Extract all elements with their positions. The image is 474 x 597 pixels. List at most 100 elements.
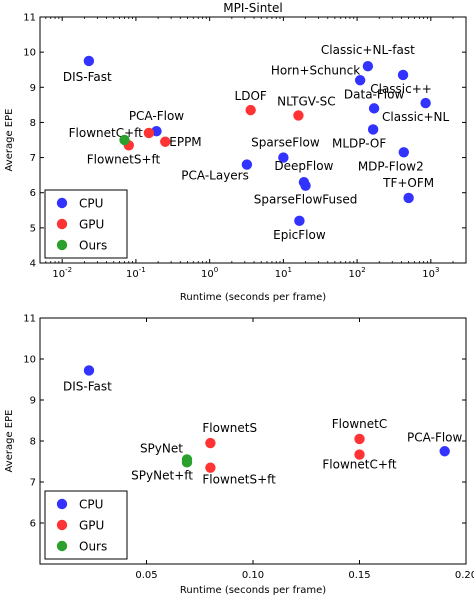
y-axis-label: Average EPE: [4, 109, 15, 172]
y-tick-label: 4: [30, 259, 36, 270]
x-tick-label: 0.10: [242, 570, 264, 581]
y-tick-label: 8: [30, 437, 36, 448]
point-label: SparseFlowFused: [254, 193, 358, 207]
x-tick-base: 10: [52, 269, 65, 280]
x-tick-base: 0.15: [348, 570, 370, 581]
data-point: [293, 110, 304, 121]
x-tick-exponent: 2: [361, 266, 365, 274]
point-label: Classic+NL: [382, 110, 450, 124]
point-label: DIS-Fast: [63, 379, 112, 393]
x-tick-label: 0.05: [135, 570, 157, 581]
y-tick-label: 10: [23, 355, 36, 366]
x-tick-base: 0.20: [455, 570, 474, 581]
data-point: [294, 215, 305, 227]
y-tick-label: 6: [30, 519, 36, 530]
legend-label: Ours: [79, 540, 107, 554]
y-tick-label: 8: [30, 118, 36, 129]
x-tick-exponent: 0: [214, 266, 218, 274]
data-point: [241, 159, 253, 170]
x-tick-exponent: 1: [288, 266, 292, 274]
point-label: PCA-Flow: [407, 430, 462, 444]
y-tick-label: 7: [30, 478, 36, 489]
data-point: [83, 55, 95, 67]
legend-marker: [56, 540, 68, 552]
point-label: Horn+Schunck: [271, 63, 360, 77]
x-tick-exponent: -1: [139, 266, 146, 274]
data-point: [83, 365, 95, 376]
data-point: [368, 103, 380, 114]
data-point: [245, 104, 256, 116]
point-label: Classic+NL-fast: [321, 43, 415, 57]
point-label: FlownetC: [332, 417, 387, 431]
point-label: FlownetS+ft: [87, 152, 161, 166]
data-point: [398, 147, 410, 158]
data-point: [354, 449, 365, 460]
point-label: FlownetC+ft: [322, 458, 397, 472]
legend-marker: [56, 498, 68, 510]
data-point: [205, 437, 216, 449]
data-point: [362, 60, 374, 72]
chart-title: MPI-Sintel: [223, 1, 282, 15]
x-tick-label: 0.15: [348, 570, 370, 581]
data-point: [300, 180, 311, 191]
point-label: FlownetC+ft: [69, 126, 144, 140]
point-label: FlownetS+ft: [202, 473, 276, 487]
data-point: [205, 462, 216, 473]
legend: CPU GPU Ours: [44, 490, 128, 560]
data-point: [354, 75, 366, 86]
legend-marker: [56, 239, 68, 251]
y-tick-label: 7: [30, 153, 36, 164]
x-tick-base: 10: [348, 269, 361, 280]
data-point: [143, 127, 155, 139]
point-label: MDP-Flow2: [358, 159, 424, 173]
point-label: SPyNet: [140, 441, 183, 455]
data-point: [278, 152, 289, 163]
x-tick-base: 0.05: [135, 570, 157, 581]
y-tick-label: 11: [23, 314, 36, 325]
x-tick-base: 10: [126, 269, 139, 280]
y-axis-label: Average EPE: [4, 410, 15, 473]
data-point: [439, 446, 450, 457]
data-point: [420, 97, 431, 109]
data-point: [354, 433, 365, 445]
legend-marker: [56, 218, 68, 230]
point-label: DIS-Fast: [63, 70, 112, 84]
chart-runtime-linear: 6 7 8 9 10 11 0.05 0.10 0.15 0.20 Runtime (seconds…: [4, 314, 474, 597]
point-label: Classic++: [370, 82, 432, 96]
x-tick-base: 0.10: [242, 570, 264, 581]
x-tick-exponent: 3: [435, 266, 439, 274]
x-axis-label: Runtime (seconds per frame): [180, 292, 326, 303]
point-label: SPyNet+ft: [131, 468, 193, 482]
x-tick-base: 10: [422, 269, 435, 280]
x-tick-label: 10-1: [126, 266, 146, 280]
point-label: EPPM: [169, 135, 201, 149]
x-tick-label: 10-2: [52, 266, 72, 280]
y-tick-label: 11: [23, 13, 36, 24]
y-tick-label: 9: [30, 83, 36, 94]
point-label: DeepFlow: [274, 159, 333, 173]
x-tick-base: 10: [275, 269, 288, 280]
point-label: EpicFlow: [273, 228, 326, 242]
point-label: SparseFlow: [251, 136, 320, 150]
point-label: PCA-Flow: [129, 109, 184, 123]
x-tick-exponent: -2: [65, 266, 72, 274]
x-tick-label: 101: [275, 266, 292, 280]
point-label: Data-Flow: [344, 87, 405, 101]
point-label: FlownetS: [202, 421, 257, 435]
data-point: [160, 136, 171, 147]
point-label: PCA-Layers: [181, 169, 249, 183]
y-tick-label: 10: [23, 48, 36, 59]
x-tick-label: 102: [348, 266, 365, 280]
point-label: NLTGV-SC: [277, 94, 335, 108]
point-label: TF+OFM: [382, 176, 434, 190]
data-point: [397, 69, 409, 81]
x-tick-label: 100: [201, 266, 218, 280]
legend-label: GPU: [79, 218, 104, 232]
x-tick-label: 0.20: [455, 570, 474, 581]
point-label: MLDP-OF: [332, 136, 386, 150]
legend: CPU GPU Ours: [44, 189, 128, 259]
legend-marker: [56, 197, 68, 209]
data-point: [181, 457, 193, 468]
